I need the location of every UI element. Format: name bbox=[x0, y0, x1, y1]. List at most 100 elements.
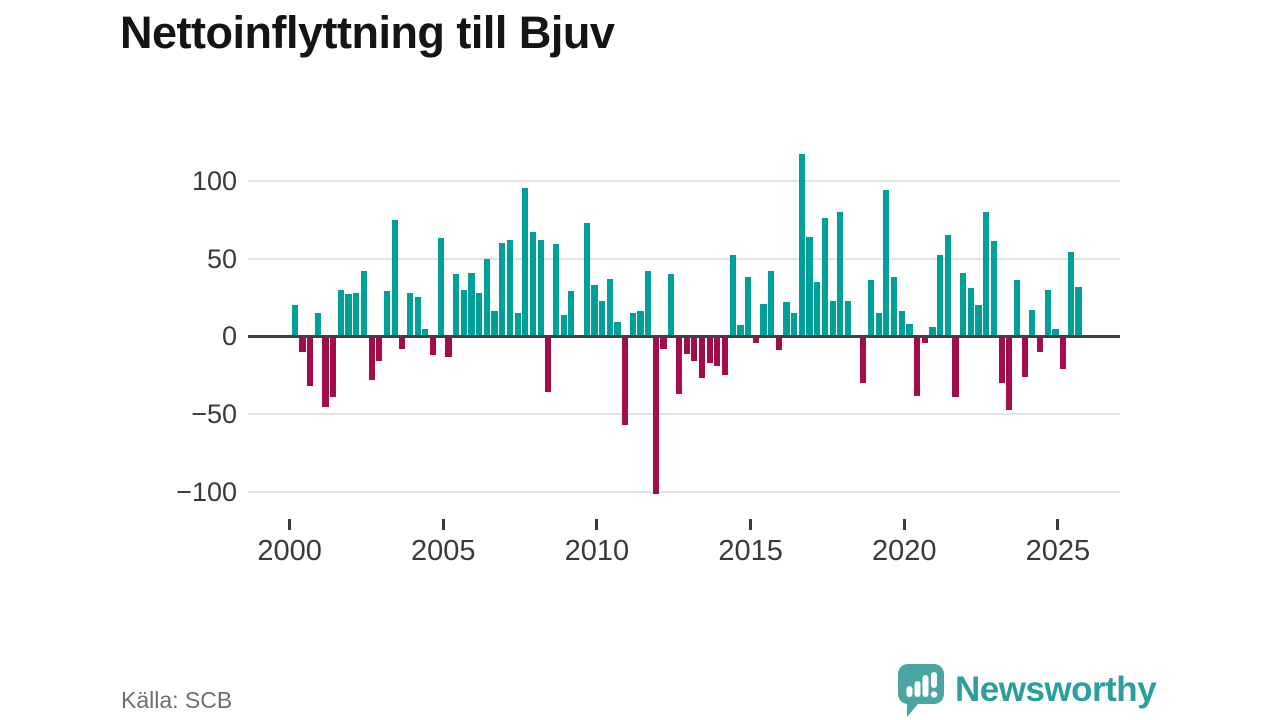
bar-2015-Q2 bbox=[760, 303, 767, 337]
bar-2017-Q2 bbox=[821, 217, 828, 337]
bar-2012-Q2 bbox=[668, 274, 675, 337]
bar-2008-Q1 bbox=[537, 239, 544, 337]
bar-2021-Q3 bbox=[952, 336, 959, 398]
bar-2016-Q1 bbox=[783, 302, 790, 337]
bar-2004-Q1 bbox=[414, 297, 421, 337]
x-tick-mark bbox=[288, 519, 292, 530]
bar-2007-Q4 bbox=[529, 232, 537, 337]
x-tick-label: 2020 bbox=[871, 535, 937, 567]
bar-2023-Q4 bbox=[1021, 336, 1028, 377]
y-tick-label: 100 bbox=[191, 165, 237, 196]
bar-2006-Q4 bbox=[499, 242, 506, 337]
bar-2001-Q4 bbox=[345, 294, 352, 337]
bar-2004-Q4 bbox=[437, 238, 444, 337]
bar-2019-Q1 bbox=[875, 313, 882, 337]
bar-2011-Q3 bbox=[645, 270, 652, 337]
bar-2021-Q1 bbox=[937, 255, 944, 337]
source-caption: Källa: SCB bbox=[121, 687, 233, 713]
newsworthy-logo-icon bbox=[898, 664, 944, 717]
bar-2012-Q3 bbox=[675, 336, 683, 395]
bar-2023-Q1 bbox=[998, 336, 1005, 384]
bar-2021-Q4 bbox=[960, 272, 967, 337]
bar-2020-Q3 bbox=[921, 336, 928, 343]
bar-2009-Q3 bbox=[583, 222, 590, 337]
bar-2005-Q3 bbox=[460, 289, 467, 337]
bar-2014-Q1 bbox=[721, 336, 729, 376]
bar-2015-Q4 bbox=[775, 336, 782, 351]
bar-2015-Q3 bbox=[768, 270, 775, 337]
bar-2016-Q4 bbox=[806, 236, 813, 337]
zero-line bbox=[248, 334, 1120, 338]
bar-2019-Q3 bbox=[890, 277, 898, 337]
bar-2022-Q4 bbox=[990, 241, 998, 337]
bar-2009-Q1 bbox=[568, 291, 575, 337]
bar-2024-Q4 bbox=[1052, 328, 1059, 337]
y-tick-label: 50 bbox=[206, 243, 237, 274]
bar-2011-Q2 bbox=[637, 311, 644, 337]
bar-2013-Q3 bbox=[706, 336, 713, 363]
bar-2023-Q2 bbox=[1006, 336, 1013, 410]
bar-2024-Q2 bbox=[1036, 336, 1044, 352]
x-tick-mark bbox=[1056, 519, 1060, 530]
bar-2005-Q4 bbox=[468, 272, 475, 337]
bar-2002-Q2 bbox=[360, 270, 368, 337]
bar-2019-Q4 bbox=[898, 311, 905, 337]
bar-2008-Q4 bbox=[560, 314, 567, 337]
bar-2004-Q2 bbox=[422, 328, 429, 337]
bar-2013-Q2 bbox=[698, 336, 706, 379]
bar-2018-Q3 bbox=[860, 336, 867, 384]
x-tick-label: 2015 bbox=[718, 535, 783, 567]
bar-2006-Q1 bbox=[476, 292, 483, 337]
bar-2010-Q1 bbox=[599, 300, 606, 337]
bar-2010-Q4 bbox=[622, 336, 629, 426]
bar-2004-Q3 bbox=[429, 336, 437, 356]
x-tick-mark bbox=[749, 519, 753, 530]
bar-2024-Q1 bbox=[1029, 309, 1036, 337]
bar-2025-Q2 bbox=[1067, 252, 1074, 337]
bar-2016-Q3 bbox=[798, 154, 805, 337]
bar-2020-Q1 bbox=[906, 323, 913, 337]
grid-line bbox=[248, 179, 1120, 182]
bar-2014-Q3 bbox=[737, 325, 744, 337]
bar-2002-Q3 bbox=[368, 336, 375, 380]
bar-2013-Q4 bbox=[714, 336, 721, 366]
bar-2025-Q3 bbox=[1075, 286, 1082, 337]
bar-2017-Q1 bbox=[814, 281, 821, 337]
y-tick-label: −50 bbox=[191, 399, 237, 430]
bar-2010-Q3 bbox=[614, 322, 621, 337]
x-tick-label: 2005 bbox=[410, 535, 476, 567]
bar-2003-Q1 bbox=[383, 291, 391, 337]
x-tick-mark bbox=[441, 519, 445, 530]
x-tick-mark bbox=[902, 519, 906, 530]
bar-2021-Q2 bbox=[944, 235, 951, 337]
bar-2000-Q1 bbox=[291, 305, 298, 337]
bar-2007-Q1 bbox=[506, 239, 513, 337]
bar-2024-Q3 bbox=[1044, 289, 1051, 337]
bar-2000-Q4 bbox=[314, 313, 321, 337]
x-tick-label: 2025 bbox=[1025, 535, 1091, 567]
bar-2000-Q2 bbox=[299, 336, 306, 352]
bar-2011-Q1 bbox=[629, 313, 636, 337]
x-tick-mark bbox=[595, 519, 599, 530]
bar-2003-Q4 bbox=[406, 292, 414, 337]
bar-2023-Q3 bbox=[1013, 280, 1021, 337]
grid-line bbox=[248, 413, 1120, 416]
bar-2022-Q3 bbox=[983, 211, 990, 337]
bar-2001-Q2 bbox=[330, 336, 337, 398]
bar-2017-Q4 bbox=[837, 211, 844, 337]
bar-2014-Q2 bbox=[729, 255, 736, 337]
bar-2006-Q2 bbox=[483, 258, 490, 337]
bar-2014-Q4 bbox=[744, 277, 752, 337]
bar-2018-Q4 bbox=[867, 280, 875, 337]
bar-2000-Q3 bbox=[307, 336, 314, 387]
y-tick-label: −100 bbox=[176, 477, 237, 508]
chart-title: Nettoinflyttning till Bjuv bbox=[120, 7, 615, 58]
x-tick-label: 2010 bbox=[564, 535, 630, 567]
bar-2009-Q4 bbox=[591, 284, 598, 337]
bar-2012-Q4 bbox=[683, 336, 690, 354]
bar-2020-Q4 bbox=[929, 327, 936, 337]
bar-2001-Q1 bbox=[322, 336, 329, 407]
bar-2019-Q2 bbox=[883, 189, 890, 337]
